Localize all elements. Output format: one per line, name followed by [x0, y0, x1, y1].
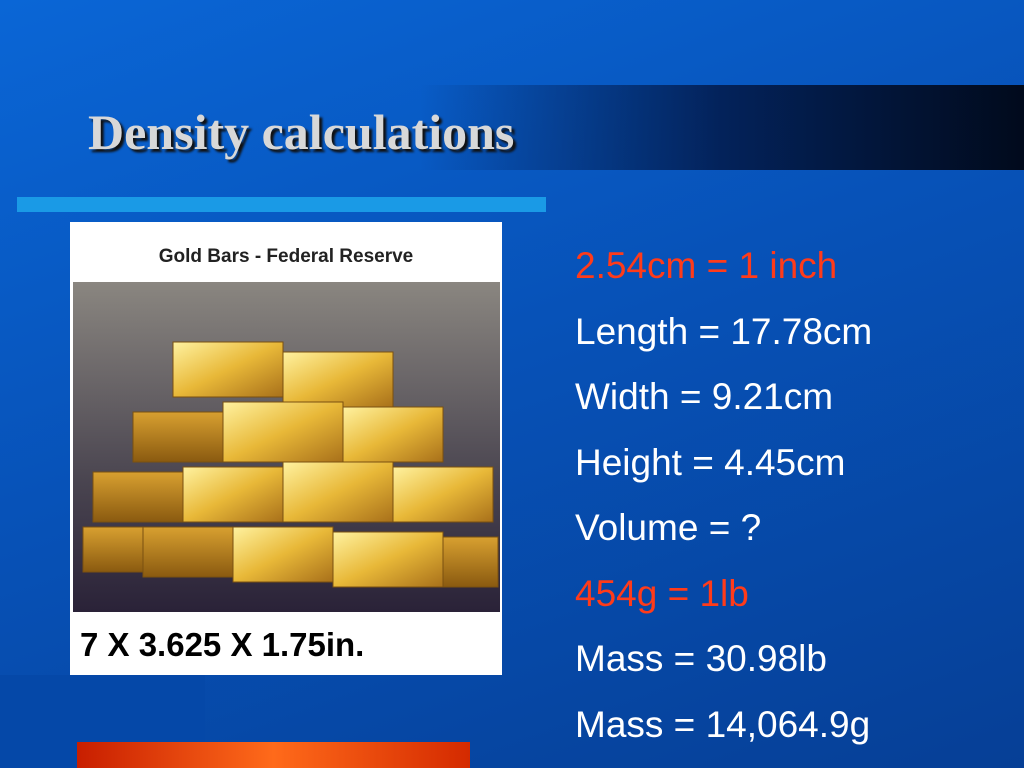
- image-frame: Gold Bars - Federal Reserve: [70, 222, 502, 675]
- accent-rule: [17, 197, 546, 212]
- calculation-line: Mass = 30.98lb: [575, 638, 827, 679]
- title-band: [420, 85, 1024, 170]
- calculation-line: 2.54cm = 1 inch: [575, 245, 838, 286]
- accent-bar: [77, 742, 470, 768]
- calculation-line: 454g = 1lb: [575, 572, 749, 614]
- image-caption: Gold Bars - Federal Reserve: [158, 246, 414, 267]
- calculation-line: Length = 17.78cm: [575, 310, 873, 352]
- slide-title: Density calculations: [88, 104, 515, 160]
- bar-dimensions: 7 X 3.625 X 1.75in.: [80, 626, 365, 663]
- calculation-line: Volume = ?: [575, 507, 762, 548]
- gold-bars-photo: [73, 282, 500, 612]
- calculation-line: Mass = 14,064.9g: [575, 703, 871, 745]
- calculation-line: Width = 9.21cm: [575, 376, 834, 417]
- calculation-list: 2.54cm = 1 inch Length = 17.78cm Width = 9…: [575, 233, 872, 757]
- calculation-line: Height = 4.45cm: [575, 441, 846, 483]
